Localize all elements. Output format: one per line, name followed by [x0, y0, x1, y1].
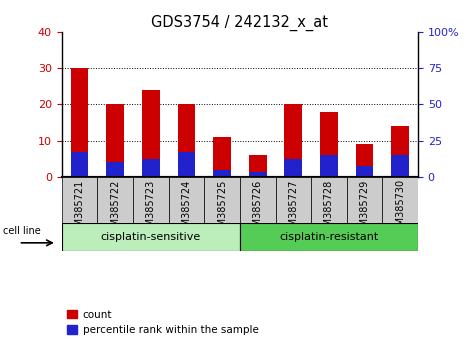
Bar [133, 177, 169, 223]
Text: GSM385727: GSM385727 [288, 179, 298, 239]
Bar [71, 68, 88, 177]
Bar [106, 162, 124, 177]
Bar [97, 177, 133, 223]
Text: GSM385728: GSM385728 [324, 179, 334, 239]
Text: cell line: cell line [3, 226, 41, 236]
Bar [249, 155, 266, 177]
Bar [347, 177, 382, 223]
Bar [391, 155, 409, 177]
Bar [169, 177, 204, 223]
Bar [285, 104, 302, 177]
Bar [382, 177, 418, 223]
Text: GSM385724: GSM385724 [181, 179, 191, 239]
Bar [249, 172, 266, 177]
Bar [142, 90, 160, 177]
Bar [213, 170, 231, 177]
Bar [106, 104, 124, 177]
Text: cisplatin-resistant: cisplatin-resistant [279, 232, 379, 242]
Bar [62, 177, 97, 223]
Text: GSM385722: GSM385722 [110, 179, 120, 239]
Bar [311, 177, 347, 223]
Bar [320, 112, 338, 177]
Bar [213, 137, 231, 177]
Bar [356, 144, 373, 177]
Bar [62, 223, 240, 251]
Text: GSM385725: GSM385725 [217, 179, 227, 239]
Bar [204, 177, 240, 223]
Bar [178, 152, 195, 177]
Bar [240, 177, 276, 223]
Text: GSM385721: GSM385721 [75, 179, 85, 239]
Title: GDS3754 / 242132_x_at: GDS3754 / 242132_x_at [152, 14, 328, 30]
Bar [320, 155, 338, 177]
Text: GSM385730: GSM385730 [395, 179, 405, 239]
Bar [71, 152, 88, 177]
Text: cisplatin-sensitive: cisplatin-sensitive [101, 232, 201, 242]
Bar [356, 166, 373, 177]
Bar [391, 126, 409, 177]
Bar [240, 223, 418, 251]
Legend: count, percentile rank within the sample: count, percentile rank within the sample [67, 310, 258, 335]
Text: GSM385729: GSM385729 [360, 179, 370, 239]
Bar [142, 159, 160, 177]
Bar [178, 104, 195, 177]
Text: GSM385723: GSM385723 [146, 179, 156, 239]
Bar [285, 159, 302, 177]
Text: GSM385726: GSM385726 [253, 179, 263, 239]
Bar [276, 177, 311, 223]
